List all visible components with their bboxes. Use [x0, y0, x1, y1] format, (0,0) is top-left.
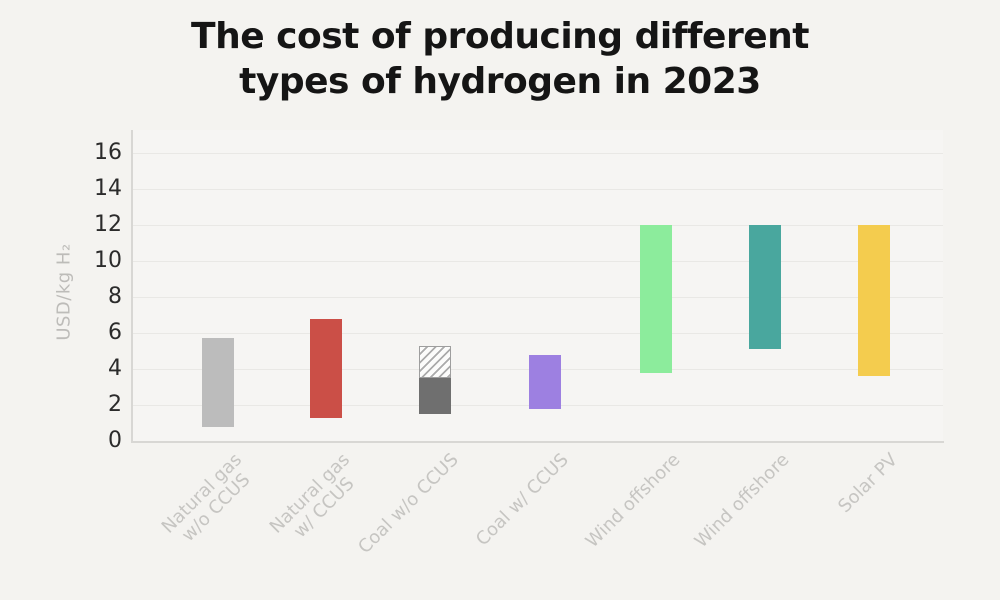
gridline-16 [133, 152, 943, 154]
y-tick-label-2: 2 [108, 392, 122, 417]
gridline-12 [133, 224, 943, 226]
bar-natural-gas-w-ccus [310, 318, 342, 418]
bar-wind-offshore-2 [749, 225, 781, 350]
y-tick-label-10: 10 [94, 248, 122, 273]
x-label-line: Wind offshore [581, 449, 685, 553]
x-label-line: Solar PV [834, 449, 903, 518]
chart-title-line2: types of hydrogen in 2023 [239, 61, 761, 102]
x-label-natural-gas-w-ccus: Natural gas w/ CCUS [266, 449, 368, 552]
x-label-natural-gas-wo-ccus: Natural gas w/o CCUS [158, 449, 260, 552]
y-tick-label-8: 8 [108, 284, 122, 309]
y-tick-label-16: 16 [94, 140, 122, 165]
bar-coal-wo-ccus-seg1 [419, 378, 451, 414]
y-tick-label-14: 14 [94, 176, 122, 201]
x-label-coal-w-ccus: Coal w/ CCUS [472, 449, 574, 551]
gridline-8 [133, 296, 943, 298]
gridline-10 [133, 260, 943, 262]
y-axis-line [131, 130, 133, 442]
bar-coal-w-ccus [529, 354, 561, 409]
bar-solar-pv [858, 225, 890, 377]
x-axis-line [131, 441, 944, 443]
bar-natural-gas-wo-ccus [202, 338, 234, 427]
x-label-wind-offshore-1: Wind offshore [581, 449, 685, 553]
bar-coal-wo-ccus-seg2 [419, 345, 451, 378]
y-tick-label-6: 6 [108, 320, 122, 345]
x-label-solar-pv: Solar PV [834, 449, 903, 518]
bar-wind-offshore-1 [640, 225, 672, 373]
x-label-line: Coal w/o CCUS [354, 449, 464, 558]
gridline-14 [133, 188, 943, 190]
y-tick-label-4: 4 [108, 356, 122, 381]
x-label-coal-wo-ccus: Coal w/o CCUS [354, 449, 464, 558]
y-tick-label-0: 0 [108, 428, 122, 453]
y-axis-title: USD/kg H₂ [53, 243, 75, 341]
y-tick-label-12: 12 [94, 212, 122, 237]
x-label-wind-offshore-2: Wind offshore [690, 449, 794, 553]
chart-title: The cost of producing different types of… [0, 14, 1000, 104]
x-label-line: Wind offshore [690, 449, 794, 553]
x-label-line: Coal w/ CCUS [472, 449, 574, 551]
gridline-6 [133, 332, 943, 334]
chart-title-line1: The cost of producing different [191, 16, 809, 57]
